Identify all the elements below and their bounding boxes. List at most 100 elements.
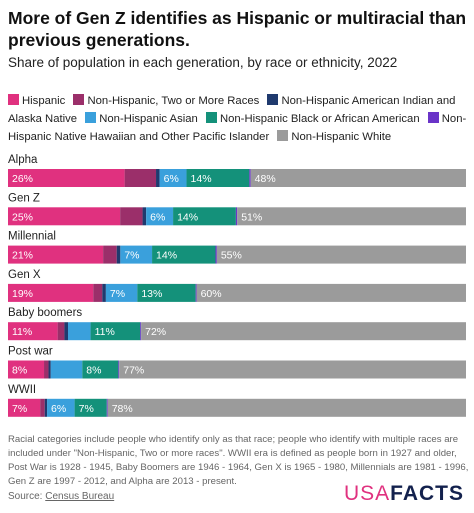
data-label: 26% [12,173,33,185]
legend-item: Non-Hispanic American Indian and Alaska … [8,94,456,125]
bar-segment [173,207,236,226]
bar-segment [8,169,125,187]
bar-segment [215,245,217,264]
data-label: 51% [241,211,262,223]
bar-segment [140,322,142,341]
data-label: 6% [51,403,66,415]
legend-label: Non-Hispanic White [291,131,392,143]
legend-swatch [73,94,85,105]
data-label: 25% [12,211,33,223]
legend-label: Non-Hispanic, Two or More Races [87,95,260,107]
category-label: WWII [8,384,36,396]
bar-segment [186,169,250,187]
data-label: 78% [112,403,133,415]
legend-item: Non-Hispanic, Two or More Races [73,94,260,107]
data-label: 7% [79,403,94,415]
legend-swatch [85,112,97,123]
usafacts-logo: USAFACTS [344,482,464,506]
bar-segment [106,398,108,417]
bar-segment [47,398,75,417]
category-label: Alpha [8,154,38,166]
bar-segment [48,360,51,379]
bar-segment [8,398,41,417]
bar-segment [156,169,160,187]
legend-label: Non-Hispanic Native Hawaiian and Other P… [8,113,467,143]
data-label: 14% [191,173,212,185]
category-label: Baby boomers [8,307,82,319]
legend-swatch [427,112,439,123]
data-label: 72% [145,326,166,338]
bar-segment [44,398,48,417]
data-label: 11% [12,326,32,338]
source-line: Source: Census Bureau [8,491,114,502]
category-label: Gen X [8,269,41,281]
data-label: 13% [141,288,162,300]
data-label: 6% [164,173,179,185]
bar-segment [8,207,121,226]
legend-item: Non-Hispanic Black or African American [205,112,420,125]
data-label: 21% [12,250,33,262]
data-label: 7% [110,288,125,300]
bar-segment [50,360,83,379]
bar-segment [195,283,197,302]
legend-label: Hispanic [22,95,66,107]
bar-segment [82,360,119,379]
data-label: 11% [95,326,115,338]
bar-segment [93,283,103,302]
stacked-bar-chart: Alpha 26% 6% 14% 48% Gen Z 25% 6% 14% 51% Millenni… [8,154,467,417]
footnote: Racial categories include people who ide… [8,434,469,487]
legend-item: Non-Hispanic Asian [85,112,198,125]
data-label: 8% [12,365,27,377]
legend-swatch [205,112,217,123]
logo-facts: FACTS [390,482,464,505]
bar-segment [105,283,138,302]
bar-segment [237,207,466,226]
legend-item: Non-Hispanic White [277,130,392,143]
legend-swatch [277,130,289,141]
legend-swatch [8,94,19,105]
data-label: 7% [12,403,27,415]
data-label: 7% [124,250,139,262]
data-label: 14% [156,250,177,262]
bar-segment [124,169,157,187]
legend-item: Hispanic [8,94,66,107]
bar-segment [137,283,196,302]
bar-segment [249,169,251,187]
bar-segment [146,207,174,226]
data-label: 8% [86,365,101,377]
source-link[interactable]: Census Bureau [45,491,115,502]
source-prefix: Source: [8,491,46,502]
bar-segment [8,283,94,302]
chart-subtitle: Share of population in each generation, … [8,55,398,70]
legend-label: Non-Hispanic Asian [99,113,198,125]
bar-segment [107,398,466,417]
data-label: 19% [12,288,33,300]
category-label: Gen Z [8,192,40,204]
bar-segment [196,283,466,302]
bar-segment [216,245,466,264]
bar-segment [120,207,143,226]
bar-segment [8,245,104,264]
logo-usa: USA [343,482,391,505]
bar-segment [8,360,45,379]
bar-segment [40,398,45,417]
bar-segment [116,245,121,264]
legend-label: Non-Hispanic Black or African American [219,113,420,125]
bar-segment [118,360,120,379]
data-label: 48% [255,173,276,185]
data-label: 60% [201,288,222,300]
bar-segment [119,360,467,379]
bar-segment [235,207,238,226]
bar-segment [57,322,65,341]
category-label: Post war [8,346,53,358]
legend-swatch [267,94,279,105]
bar-segment [90,322,141,341]
legend-item: Non-Hispanic Native Hawaiian and Other P… [8,112,467,143]
bar-segment [120,245,153,264]
bar-segment [142,207,147,226]
data-label: 77% [123,365,144,377]
bar-segment [64,322,69,341]
bar-segment [152,245,216,264]
data-label: 14% [177,211,198,223]
legend-label: Non-Hispanic American Indian and Alaska … [8,95,456,125]
